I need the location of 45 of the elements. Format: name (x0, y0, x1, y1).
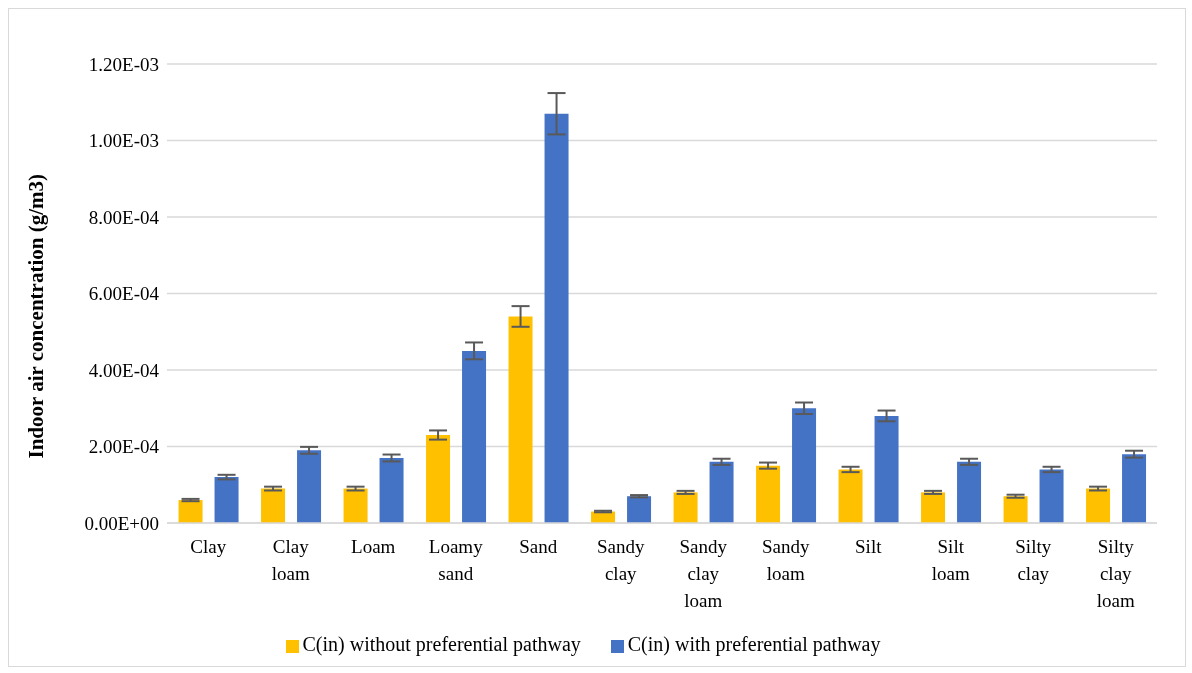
bar (1003, 496, 1028, 523)
bar (1122, 454, 1147, 523)
x-tick-label: Clay loam (271, 536, 310, 584)
x-tick-label: Sandy clay loam (679, 536, 728, 611)
bar (426, 435, 451, 523)
bar (1039, 469, 1064, 523)
y-tick-label: 1.00E-03 (88, 130, 159, 152)
bar (838, 469, 863, 523)
x-tick-label: Silty clay (1015, 536, 1052, 584)
y-tick-label: 2.00E-04 (88, 436, 160, 458)
y-tick-label: 4.00E-04 (88, 359, 160, 381)
x-tick-label: Sandy loam (762, 536, 810, 584)
y-tick-label: 0.00E+00 (84, 512, 159, 534)
x-tick-label: Silt (855, 536, 883, 557)
y-tick-label: 6.00E-04 (88, 283, 160, 305)
bar (792, 408, 817, 523)
bar (508, 316, 533, 523)
bar (462, 350, 487, 523)
bar (343, 488, 368, 523)
bar (627, 496, 652, 523)
bar (874, 415, 899, 523)
bar (921, 492, 946, 523)
x-tick-label: Loam (351, 536, 396, 557)
bar (673, 492, 698, 523)
x-tick-label: Silty clay loam (1096, 536, 1135, 611)
legend-label: C(in) with preferential pathway (627, 633, 881, 655)
bar (379, 457, 404, 523)
y-tick-label: 8.00E-04 (88, 206, 160, 228)
x-tick-label: Sand (519, 536, 558, 557)
bar (709, 461, 734, 523)
bar (214, 477, 239, 523)
bar (957, 461, 982, 523)
x-tick-label: Sandy clay (597, 536, 645, 584)
bar (178, 500, 203, 523)
bar (756, 465, 781, 523)
x-tick-label: Silt loam (931, 536, 970, 584)
y-axis-title: Indoor air concentration (g/m3) (24, 174, 49, 459)
bar (1086, 488, 1111, 523)
legend-label: C(in) without preferential pathway (302, 633, 581, 655)
x-tick-label: Clay (190, 536, 227, 557)
bar (297, 450, 322, 523)
bar (261, 488, 286, 523)
bar (544, 113, 569, 523)
x-tick-label: Loamy sand (428, 536, 484, 584)
y-tick-label: 1.20E-03 (88, 53, 159, 75)
